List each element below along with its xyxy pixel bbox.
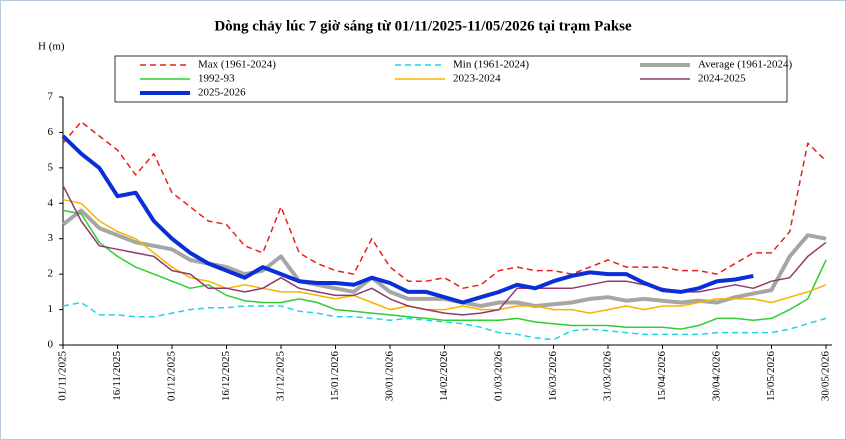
x-tick-label: 01/12/2025 [166, 351, 178, 402]
y-tick-label: 0 [48, 339, 54, 351]
y-tick-label: 4 [48, 197, 54, 209]
series-line [61, 134, 754, 305]
x-tick-label: 01/03/2026 [493, 351, 505, 402]
y-axis-label: H (m) [38, 41, 65, 53]
x-tick-label: 30/05/2026 [820, 351, 832, 402]
x-tick-label: 30/01/2026 [384, 351, 396, 402]
series-line [62, 198, 827, 314]
legend-label: 2024-2025 [698, 73, 746, 85]
x-tick-label: 16/03/2026 [547, 351, 559, 402]
x-tick-label: 31/03/2026 [602, 351, 614, 402]
chart-title: Dòng chảy lúc 7 giờ sáng từ 01/11/2025-1… [214, 18, 632, 34]
legend-label: 2023-2024 [453, 73, 501, 85]
legend-label: Max (1961-2024) [198, 59, 276, 71]
x-tick-label: 15/01/2026 [329, 351, 341, 402]
series-line [62, 185, 827, 316]
x-tick-label: 30/04/2026 [711, 351, 723, 402]
series-line [62, 301, 827, 341]
y-tick-label: 5 [48, 161, 54, 173]
y-tick-label: 2 [48, 268, 54, 280]
series-line [62, 209, 827, 330]
x-tick-label: 15/04/2026 [656, 351, 668, 402]
x-tick-label: 15/05/2026 [765, 351, 777, 402]
y-tick-label: 7 [48, 91, 54, 103]
x-tick-label: 01/11/2025 [57, 351, 69, 401]
x-tick-label: 31/12/2025 [275, 351, 287, 402]
x-tick-label: 14/02/2026 [438, 351, 450, 402]
y-tick-label: 3 [48, 232, 54, 244]
x-tick-label: 16/12/2025 [220, 351, 232, 402]
legend-label: Average (1961-2024) [698, 59, 793, 71]
legend-label: 2025-2026 [198, 87, 246, 99]
x-tick-label: 16/11/2025 [111, 351, 123, 401]
legend-label: 1992-93 [198, 73, 235, 85]
y-tick-label: 1 [48, 303, 54, 315]
y-tick-label: 6 [48, 126, 54, 138]
legend-label: Min (1961-2024) [453, 59, 529, 71]
